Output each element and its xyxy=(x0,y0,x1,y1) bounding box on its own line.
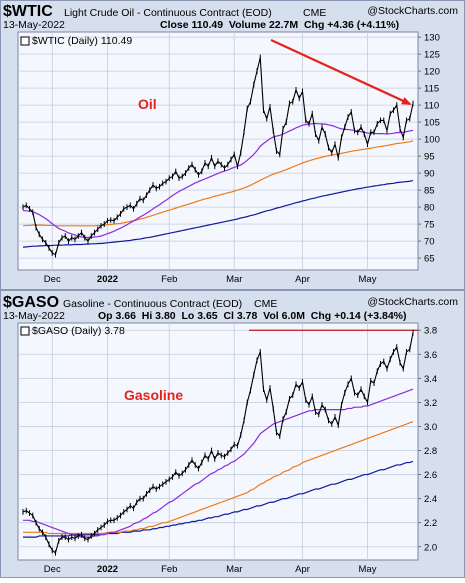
oil-x-tick-label: Dec xyxy=(44,274,61,285)
oil-y-axis: 65 70 75 80 85 90 95 100 105 110 115 120 125 130 xyxy=(418,33,440,265)
gaso-quote: Op 3.66 Hi 3.80 Lo 3.65 Cl 3.78 Vol 6.0M… xyxy=(98,310,407,322)
oil-y-tick-label: 70 xyxy=(424,237,435,248)
gaso-x-tick-label: May xyxy=(359,564,377,575)
gaso-panel: $GASO Gasoline - Continuous Contract (EO… xyxy=(0,290,465,578)
gaso-series xyxy=(22,329,414,556)
gaso-x-tick-label: Dec xyxy=(44,564,61,575)
oil-symbol: $WTIC xyxy=(3,3,53,20)
gaso-y-tick-label: 2.6 xyxy=(424,470,437,481)
oil-y-tick-label: 75 xyxy=(424,220,435,231)
gaso-y-tick-label: 2.4 xyxy=(424,494,437,505)
oil-y-tick-label: 120 xyxy=(424,67,440,78)
oil-date: 13-May-2022 xyxy=(3,19,65,31)
oil-y-tick-label: 130 xyxy=(424,33,440,44)
oil-panel: $WTIC Light Crude Oil - Continuous Contr… xyxy=(0,0,465,290)
oil-quote: Close 110.49 Volume 22.7M Chg +4.36 (+4.… xyxy=(160,19,399,31)
oil-y-tick-label: 85 xyxy=(424,186,435,197)
gaso-y-tick-label: 2.2 xyxy=(424,518,437,529)
gaso-x-tick-label: Apr xyxy=(295,564,310,575)
oil-y-tick-label: 80 xyxy=(424,203,435,214)
gaso-legend-swatch xyxy=(20,326,30,336)
oil-y-tick-label: 125 xyxy=(424,50,440,61)
gaso-x-axis: Dec 2022 Feb Mar Apr May xyxy=(44,564,377,575)
oil-x-tick-label: Mar xyxy=(226,274,242,285)
oil-legend-label: $WTIC (Daily) 110.49 xyxy=(32,35,132,47)
oil-y-tick-label: 115 xyxy=(424,84,439,95)
oil-y-tick-label: 65 xyxy=(424,254,435,265)
oil-x-axis: Dec 2022 Feb Mar Apr May xyxy=(44,274,377,285)
gaso-date: 13-May-2022 xyxy=(3,310,65,322)
gaso-ma-mid-line xyxy=(23,421,414,535)
gaso-plot-bg xyxy=(17,322,419,561)
gaso-chart-label: Gasoline xyxy=(124,387,183,403)
gaso-y-tick-label: 3.0 xyxy=(424,422,437,433)
oil-ma-slow-line xyxy=(22,179,414,248)
oil-x-tick-label: Feb xyxy=(161,274,177,285)
oil-chart-label: Oil xyxy=(138,96,157,112)
gaso-x-tick-label: 2022 xyxy=(97,564,118,575)
gaso-symbol: $GASO xyxy=(3,294,59,311)
gaso-name: Gasoline - Continuous Contract (EOD) xyxy=(63,298,242,310)
gaso-x-tick-label: Feb xyxy=(161,564,177,575)
gaso-y-tick-label: 3.6 xyxy=(424,350,437,361)
gaso-legend-label: $GASO (Daily) 3.78 xyxy=(32,325,125,337)
gaso-legend: $GASO (Daily) 3.78 xyxy=(20,325,125,337)
oil-y-tick-label: 105 xyxy=(424,118,440,129)
gaso-y-axis: 2.0 2.2 2.4 2.6 2.8 3.0 3.2 3.4 3.6 3.8 xyxy=(418,326,437,553)
oil-legend: $WTIC (Daily) 110.49 xyxy=(20,35,132,47)
gaso-ma-slow-line xyxy=(23,460,414,538)
gaso-exchange: CME xyxy=(254,298,277,310)
oil-x-tick-label: 2022 xyxy=(97,274,118,285)
oil-ma-mid-line xyxy=(22,140,414,227)
gaso-y-tick-label: 3.4 xyxy=(424,374,437,385)
oil-legend-swatch xyxy=(20,36,30,46)
oil-brand: @StockCharts.com xyxy=(367,5,458,17)
oil-y-tick-label: 90 xyxy=(424,169,435,180)
gaso-y-tick-label: 2.8 xyxy=(424,446,437,457)
oil-exchange: CME xyxy=(303,7,326,19)
oil-y-tick-label: 95 xyxy=(424,152,435,163)
oil-series xyxy=(22,54,414,258)
oil-x-tick-label: Apr xyxy=(295,274,310,285)
gaso-brand: @StockCharts.com xyxy=(367,296,458,308)
gaso-plot-area: $GASO (Daily) 3.78 Gasoline xyxy=(17,322,419,561)
oil-trend-arrow xyxy=(270,39,412,105)
oil-x-tick-label: May xyxy=(359,274,377,285)
gaso-y-tick-label: 3.8 xyxy=(424,326,437,337)
gaso-y-tick-label: 3.2 xyxy=(424,398,437,409)
gaso-x-tick-label: Mar xyxy=(226,564,242,575)
oil-plot-area: $WTIC (Daily) 110.49 Oil xyxy=(17,31,419,271)
oil-y-tick-label: 100 xyxy=(424,135,440,146)
oil-y-tick-label: 110 xyxy=(424,101,439,112)
gaso-y-tick-label: 2.0 xyxy=(424,542,437,553)
oil-ma-fast-line xyxy=(22,122,414,238)
oil-name: Light Crude Oil - Continuous Contract (E… xyxy=(64,7,272,19)
